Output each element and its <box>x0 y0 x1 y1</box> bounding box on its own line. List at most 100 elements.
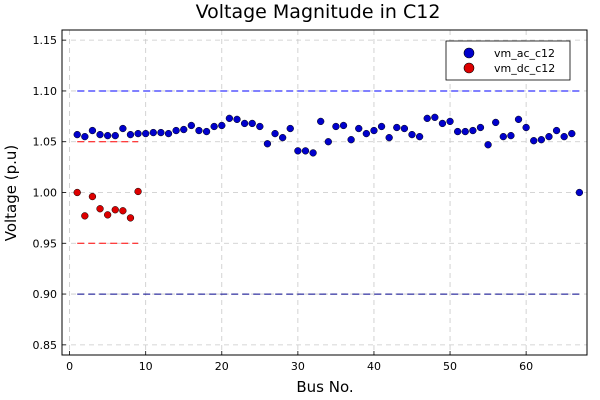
vm_ac_c12-point <box>400 124 409 133</box>
y-tick-label: 0.85 <box>33 339 58 352</box>
vm_ac_c12-point <box>73 130 81 139</box>
vm_ac_c12-point <box>370 126 378 135</box>
vm_ac_c12-point <box>408 130 416 139</box>
vm_ac_c12-point <box>225 114 234 123</box>
vm_ac_c12-point <box>149 128 157 137</box>
x-axis-label: Bus No. <box>296 378 353 396</box>
y-tick-label: 1.10 <box>33 85 58 98</box>
vm_ac_c12-point <box>492 118 500 127</box>
vm_ac_c12-point <box>568 129 576 138</box>
vm_ac_c12-point <box>499 132 507 141</box>
vm_ac_c12-point <box>96 130 104 139</box>
y-tick-label: 1.05 <box>33 136 58 149</box>
vm_ac_c12-point <box>469 126 477 135</box>
vm_ac_c12-point <box>279 134 287 142</box>
vm_ac_c12-point <box>522 123 530 132</box>
vm_ac_c12-point <box>187 121 195 130</box>
vm_dc_c12-point <box>119 207 127 215</box>
vm_ac_c12-point <box>423 114 431 123</box>
vm_ac_c12-point <box>415 132 424 141</box>
vm_ac_c12-point <box>545 132 553 141</box>
legend: vm_ac_c12 vm_dc_c12 <box>445 40 571 81</box>
vm_dc_c12-point <box>81 212 89 220</box>
x-tick-label: 50 <box>443 360 457 373</box>
vm_ac_c12-point <box>119 124 127 133</box>
y-axis-ticks: 0.85 0.90 0.95 1.00 1.05 1.10 1.15 <box>33 34 66 352</box>
legend-marker-ac <box>463 47 475 59</box>
chart-title: Voltage Magnitude in C12 <box>196 1 441 23</box>
vm_ac_c12-point <box>210 122 218 131</box>
vm_ac_c12-point <box>324 138 332 146</box>
legend-label-ac: vm_ac_c12 <box>494 47 555 60</box>
vm_dc_c12-point <box>126 214 135 222</box>
vm_ac_c12-point <box>385 134 393 142</box>
vm_ac_c12-point <box>180 125 188 134</box>
vm_ac_c12-point <box>286 124 294 133</box>
vm_ac_c12-point <box>393 123 401 132</box>
vm_ac_c12-point <box>126 130 135 139</box>
vm_ac_c12-point <box>248 119 256 128</box>
vm_dc_c12-point <box>73 188 81 197</box>
reference-lines <box>77 90 580 295</box>
vm_ac_c12-point <box>301 147 310 155</box>
vm_ac_c12-point <box>355 124 363 133</box>
vm_ac_c12-point <box>88 126 97 135</box>
vm_ac_c12-point <box>111 131 119 140</box>
vm_ac_c12-point <box>362 129 370 138</box>
vm_ac_c12-point <box>446 117 454 126</box>
vm_ac_c12-point <box>218 121 226 130</box>
x-tick-label: 60 <box>519 360 533 373</box>
vm_ac_c12-point <box>575 188 584 197</box>
vm_ac_c12-point <box>157 128 165 137</box>
vm_ac_c12-point <box>552 126 561 135</box>
vm_ac_c12-point <box>514 115 523 124</box>
x-axis-ticks: 0 10 20 30 40 50 60 <box>66 351 533 373</box>
vm_ac_c12-point <box>476 123 485 132</box>
vm_ac_c12-point <box>195 126 203 135</box>
vm_dc_c12-point <box>111 206 119 214</box>
vm_ac_c12-point <box>309 149 317 157</box>
vm_ac_c12-point <box>164 129 173 138</box>
vm_dc_c12-point <box>104 211 112 219</box>
vm_ac_c12-point <box>256 122 264 131</box>
vm_ac_c12-point <box>431 113 439 121</box>
vm_ac_c12-point <box>484 141 492 149</box>
y-tick-label: 0.90 <box>33 288 58 301</box>
vm_ac_c12-point <box>317 117 325 126</box>
vm_ac_c12-point <box>240 119 249 128</box>
x-tick-label: 0 <box>66 360 73 373</box>
x-tick-label: 40 <box>367 360 381 373</box>
vm_ac_c12-point <box>438 119 447 128</box>
vm_ac_c12-point <box>142 129 150 138</box>
legend-box <box>445 40 571 81</box>
vm_ac_c12-point <box>233 115 241 124</box>
vm_ac_c12-point <box>294 147 302 155</box>
vm_ac_c12-point <box>134 129 142 138</box>
x-tick-label: 20 <box>215 360 229 373</box>
vm_ac_c12-point <box>332 122 340 131</box>
vm_ac_c12-point <box>263 140 272 148</box>
vm_ac_c12-point <box>377 122 386 131</box>
vm_ac_c12-point <box>172 126 180 135</box>
y-axis-label: Voltage (p.u) <box>2 145 20 242</box>
vm_ac_c12-point <box>202 127 211 136</box>
vm_ac_c12-point <box>104 131 112 140</box>
vm_ac_c12-point <box>347 136 355 144</box>
legend-label-dc: vm_dc_c12 <box>494 62 555 75</box>
y-tick-label: 0.95 <box>33 237 58 250</box>
vm_ac_c12-point <box>271 129 279 138</box>
vm_ac_c12-point <box>530 137 538 145</box>
vm_dc_c12-point <box>134 187 142 196</box>
vm_dc_c12-point <box>96 205 104 213</box>
vm_ac_c12-point <box>560 132 568 141</box>
y-tick-label: 1.15 <box>33 34 58 47</box>
legend-marker-dc <box>463 62 475 74</box>
vm_ac_c12-point <box>537 136 545 144</box>
x-tick-label: 30 <box>291 360 305 373</box>
y-tick-label: 1.00 <box>33 187 58 200</box>
vm_ac_c12-point <box>461 127 469 136</box>
vm_ac_c12-point <box>454 127 462 136</box>
vm_ac_c12-point <box>507 131 515 140</box>
vm_ac_c12-point <box>81 132 89 141</box>
